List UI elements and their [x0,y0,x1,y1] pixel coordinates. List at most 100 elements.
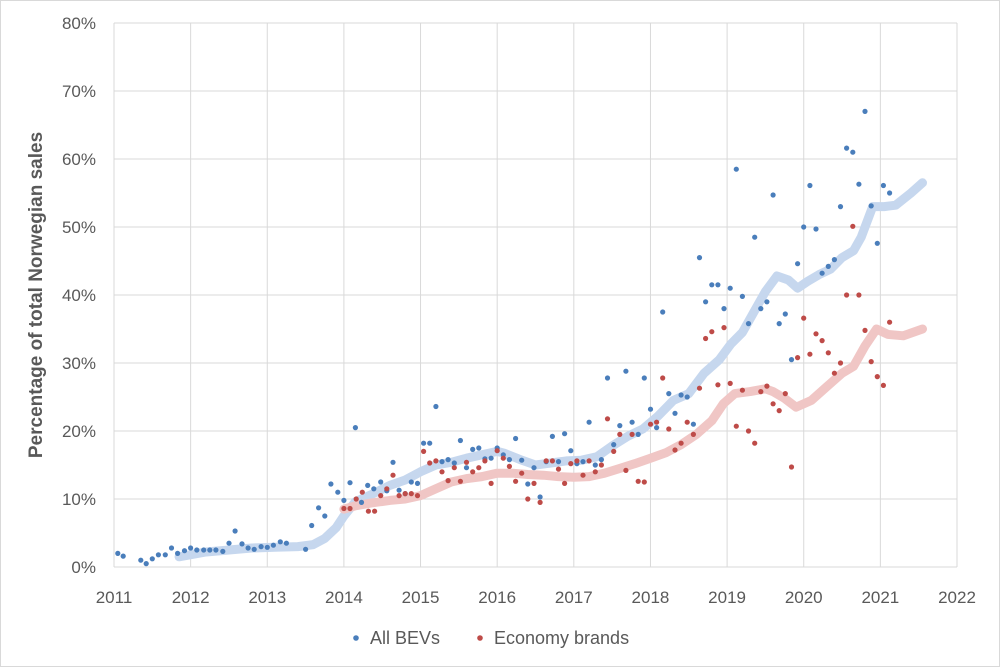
data-point [270,542,276,548]
data-point [470,469,476,475]
data-point [666,426,672,432]
data-point [414,493,421,499]
data-point [807,182,813,189]
data-point [672,410,678,416]
data-point [451,465,457,471]
data-point [143,561,149,567]
x-tick-label: 2020 [785,588,823,607]
data-point [470,446,476,452]
data-point [396,493,402,499]
data-point [433,403,439,410]
data-point [408,491,414,497]
data-point [365,508,371,514]
data-point [684,419,690,425]
data-point [770,401,776,407]
data-point [703,299,709,305]
data-point [488,480,494,486]
x-tick-label: 2013 [248,588,286,607]
data-point [801,224,807,230]
data-point [568,448,574,454]
data-point [856,181,862,187]
data-point [372,508,378,514]
data-point [427,460,433,466]
data-point [264,544,270,550]
legend-label: All BEVs [370,628,440,648]
data-point [463,465,470,471]
data-point [721,306,727,312]
y-tick-label: 10% [62,490,96,509]
data-point [562,431,568,437]
data-point [598,462,605,468]
data-point [155,552,161,558]
data-point [807,351,813,357]
data-point [844,145,850,151]
data-point [390,459,396,465]
data-point [168,545,175,551]
data-point [494,448,500,454]
data-point [365,482,371,488]
data-point [457,478,463,484]
data-point [813,226,819,232]
x-axis-ticks: 2011 2012 2013 2014 2015 2016 2017 2018 2019 2020… [96,588,976,607]
data-point [862,327,868,333]
data-point [678,392,684,398]
x-tick-label: 2022 [938,588,976,607]
data-point [258,544,264,550]
data-point [162,552,168,558]
data-point [525,496,531,502]
data-point [844,292,850,298]
data-point [672,447,678,453]
x-tick-label: 2015 [402,588,440,607]
data-point [721,325,727,331]
data-point [825,263,831,269]
data-point [213,547,219,553]
data-point [445,478,451,484]
data-point [506,463,512,469]
data-point [752,440,758,446]
data-point [537,494,543,500]
data-point [764,383,770,389]
legend-marker [353,635,359,641]
data-point [623,368,629,374]
data-point [604,375,611,381]
data-point [341,497,347,503]
data-point [303,546,309,552]
x-tick-label: 2019 [708,588,746,607]
data-point [115,550,121,557]
data-point [788,464,795,470]
data-point [476,465,482,471]
data-point [408,479,414,485]
data-point [703,335,709,342]
y-tick-label: 40% [62,286,96,305]
data-point [647,406,654,412]
y-tick-label: 0% [71,558,96,577]
data-point [696,255,703,261]
data-point [390,472,396,478]
data-point [226,540,232,546]
data-point [764,299,770,305]
data-point [880,182,887,189]
y-axis-ticks: 0% 10% 20% 30% 40% 50% 60% 70% 80% [62,14,96,577]
data-point [745,428,752,434]
data-point [519,457,525,463]
data-point [439,459,445,465]
data-point [782,391,788,397]
legend-label: Economy brands [494,628,629,648]
data-point [611,448,617,454]
data-point [574,458,580,464]
y-tick-label: 20% [62,422,96,441]
data-point [868,359,874,365]
data-point [347,480,353,486]
data-point [555,466,562,472]
data-point [611,442,617,448]
data-point [439,469,445,475]
data-point [555,459,562,465]
x-tick-label: 2011 [96,588,133,607]
data-point [739,387,746,393]
data-point [283,540,289,546]
data-point [175,550,181,557]
data-point [733,166,739,172]
data-point [733,423,739,429]
data-point [421,448,427,454]
data-point [341,505,347,512]
